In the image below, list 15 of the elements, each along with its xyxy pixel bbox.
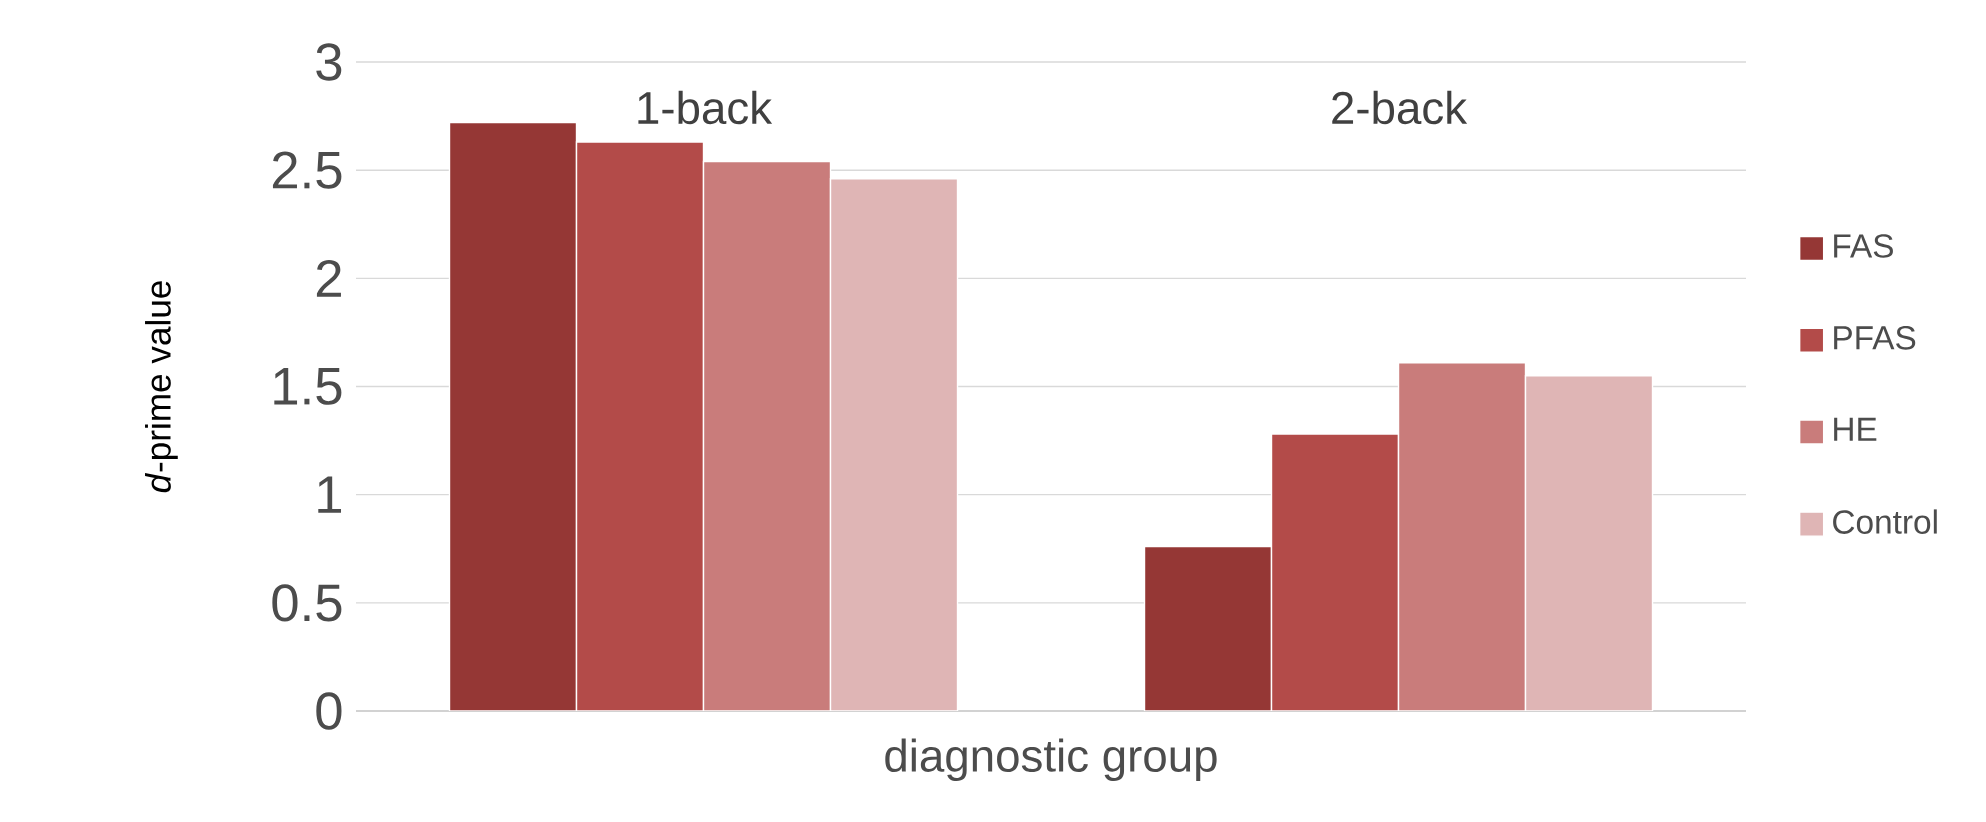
y-tick-label: 0.5 (272, 584, 342, 622)
y-tick-label: 2.5 (272, 151, 342, 189)
y-tick-label: 2 (316, 259, 341, 297)
legend-label: FAS (1834, 234, 1893, 258)
x-tick-label: 2-back (1332, 90, 1468, 125)
y-axis-title: d-prime value (145, 281, 178, 493)
y-tick-label: 0 (316, 692, 342, 730)
y-tick-label: 1 (318, 476, 342, 513)
y-tick-label: 3 (316, 43, 342, 81)
x-tick-label: 1-back (638, 90, 773, 125)
y-tick-label: 1.5 (274, 368, 342, 405)
x-axis-title: diagnostic group (885, 738, 1217, 782)
legend-label: PFAS (1834, 326, 1916, 350)
legend-label: HE (1834, 417, 1877, 441)
legend-label: Control (1833, 509, 1937, 534)
